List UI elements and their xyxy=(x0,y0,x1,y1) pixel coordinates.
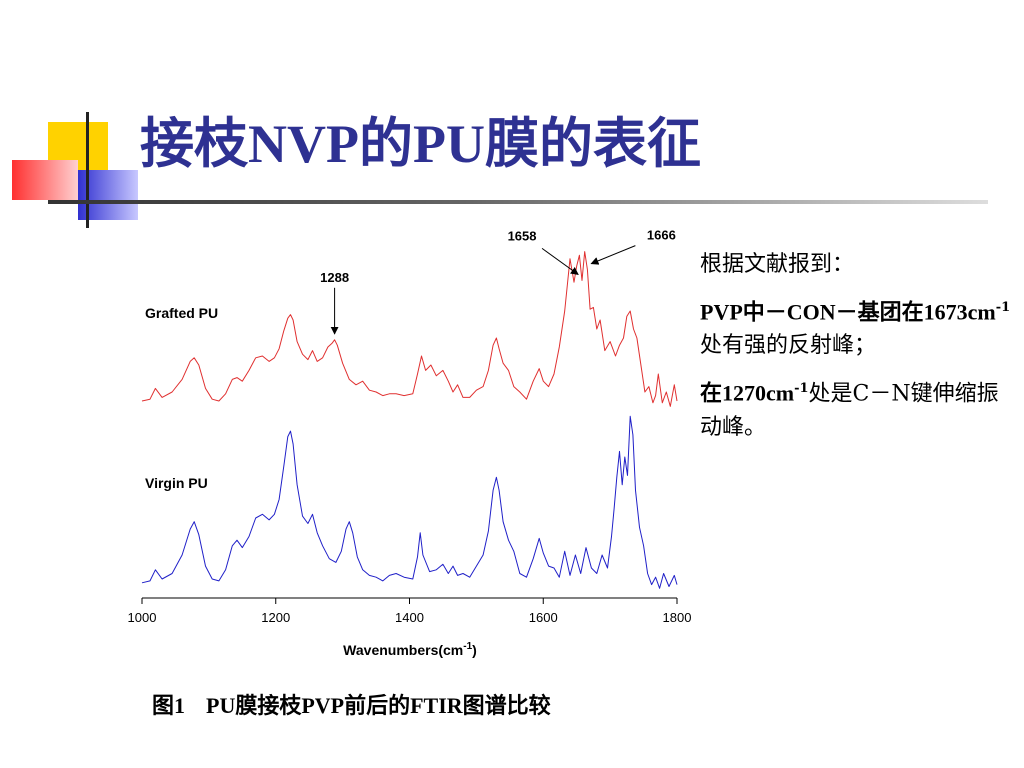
caption-text: PU膜接枝PVP前后的FTIR图谱比较 xyxy=(206,693,551,718)
series-label-virgin: Virgin PU xyxy=(145,475,208,491)
annotation-label-1288: 1288 xyxy=(320,270,349,285)
caption-fig-number: 图1 xyxy=(152,693,186,718)
chart-series xyxy=(141,251,678,589)
deco-horizontal-line xyxy=(48,200,988,204)
note-3-sup: -1 xyxy=(794,381,809,397)
annotation-arrow-1666 xyxy=(590,245,636,265)
series-label-grafted: Grafted PU xyxy=(145,305,218,321)
x-axis-label-main: Wavenumbers(cm xyxy=(343,642,463,658)
x-axis-label-sup: -1 xyxy=(463,641,472,652)
note-line-3: 在1270cm-1处是C－N键伸缩振动峰。 xyxy=(700,372,1020,443)
x-axis-ticks: 1000 1200 1400 1600 1800 xyxy=(128,598,692,625)
x-tick-label-1400: 1400 xyxy=(395,610,424,625)
title-part-2: NVP xyxy=(248,114,359,174)
x-tick-label-1200: 1200 xyxy=(261,610,290,625)
note-3-tail: 处是C－N键伸缩振动峰。 xyxy=(700,381,999,440)
chart-annotations: 1288 1658 1666 xyxy=(320,228,676,335)
note-2-tail: 处有强的反射峰； xyxy=(700,333,877,359)
deco-red-gradient xyxy=(12,160,78,200)
annotation-label-1658: 1658 xyxy=(508,228,537,243)
title-part-3: 的 xyxy=(358,112,413,175)
x-tick-label-1800: 1800 xyxy=(663,610,692,625)
annotation-label-1666: 1666 xyxy=(647,228,676,243)
title-part-1: 接枝 xyxy=(140,112,248,175)
annotation-arrow-1658 xyxy=(541,247,579,275)
deco-vertical-line xyxy=(86,112,89,228)
series-line-virgin xyxy=(141,415,678,589)
literature-notes: 根据文献报到： PVP中－CON－基团在1673cm-1处有强的反射峰； 在12… xyxy=(700,248,1020,454)
title-part-5: 膜的表征 xyxy=(484,112,701,175)
figure-caption: 图1 PU膜接枝PVP前后的FTIR图谱比较 xyxy=(152,688,551,720)
note-line-2: PVP中－CON－基团在1673cm-1 处有强的反射峰； xyxy=(700,291,1020,362)
x-axis-label-end: ) xyxy=(472,642,477,658)
title-part-4: PU xyxy=(412,114,485,174)
note-2-sup: -1 xyxy=(995,300,1011,315)
x-tick-label-1000: 1000 xyxy=(128,610,157,625)
slide-title: 接枝NVP的PU膜的表征 xyxy=(140,112,701,177)
note-3-text: 在1270cm xyxy=(700,380,795,406)
x-tick-label-1600: 1600 xyxy=(529,610,558,625)
note-line-1: 根据文献报到： xyxy=(700,252,855,277)
x-axis-label: Wavenumbers(cm-1) xyxy=(343,641,477,658)
note-2-text: PVP中－CON－基团在1673cm xyxy=(700,299,996,325)
series-line-grafted xyxy=(141,251,678,407)
